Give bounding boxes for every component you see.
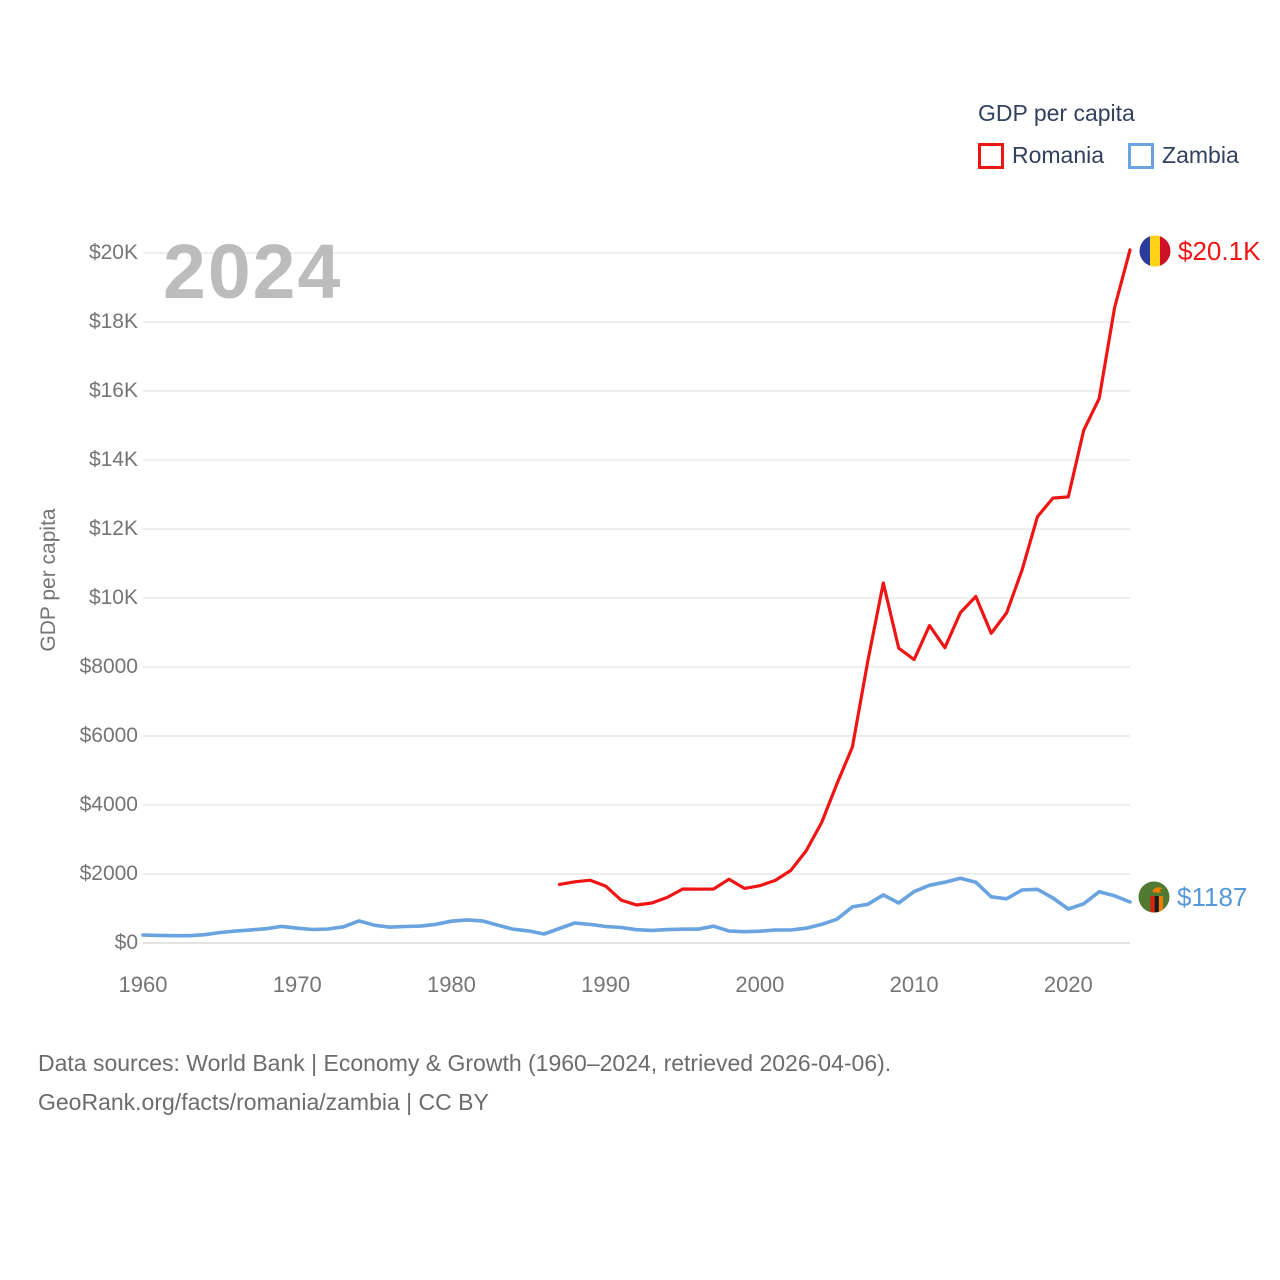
site-credit-line: GeoRank.org/facts/romania/zambia | CC BY bbox=[38, 1089, 489, 1115]
y-tick-label: $14K bbox=[88, 448, 138, 471]
y-tick-label: $18K bbox=[88, 310, 138, 333]
legend-title: GDP per capita bbox=[978, 100, 1135, 126]
x-tick-label: 2000 bbox=[735, 972, 785, 997]
y-tick-label: $0 bbox=[114, 931, 138, 954]
y-tick-label: $12K bbox=[88, 517, 138, 540]
zambia-end-label: $1187 bbox=[1138, 881, 1247, 913]
source-attribution: Data sources: World Bank | Economy & Gro… bbox=[38, 1044, 891, 1122]
legend-swatch-zambia bbox=[1128, 142, 1155, 169]
zambia-line bbox=[141, 876, 1132, 938]
legend-items: Romania Zambia bbox=[978, 142, 1239, 169]
x-tick-label: 2010 bbox=[889, 972, 939, 997]
legend-item-romania[interactable]: Romania bbox=[978, 142, 1104, 169]
legend-swatch-romania bbox=[978, 142, 1004, 169]
x-tick-label: 1960 bbox=[118, 972, 168, 997]
year-watermark: 2024 bbox=[163, 229, 343, 315]
romania-flag-icon bbox=[1139, 235, 1171, 267]
data-source-line: Data sources: World Bank | Economy & Gro… bbox=[38, 1050, 892, 1076]
legend-item-zambia[interactable]: Zambia bbox=[1128, 142, 1239, 169]
zambia-end-value: $1187 bbox=[1177, 881, 1248, 912]
x-tick-label: 1980 bbox=[426, 972, 476, 997]
zambia-flag-icon bbox=[1138, 881, 1170, 913]
y-tick-label: $8000 bbox=[79, 655, 138, 678]
y-tick-label: $2000 bbox=[79, 862, 138, 885]
legend-label: Zambia bbox=[1162, 142, 1239, 168]
legend: GDP per capita Romania Zambia bbox=[978, 100, 1239, 169]
y-tick-label: $10K bbox=[88, 586, 138, 609]
romania-end-label: $20.1K bbox=[1139, 235, 1260, 267]
y-tick-label: $6000 bbox=[79, 724, 138, 747]
y-tick-label: $20K bbox=[88, 241, 138, 264]
romania-end-value: $20.1K bbox=[1178, 235, 1261, 266]
y-tick-label: $16K bbox=[88, 379, 138, 402]
x-tick-label: 2020 bbox=[1043, 972, 1093, 997]
x-tick-label: 1990 bbox=[581, 972, 631, 997]
romania-line bbox=[557, 248, 1132, 907]
x-tick-label: 1970 bbox=[272, 972, 322, 997]
y-tick-label: $4000 bbox=[79, 793, 138, 816]
legend-label: Romania bbox=[1012, 142, 1105, 168]
